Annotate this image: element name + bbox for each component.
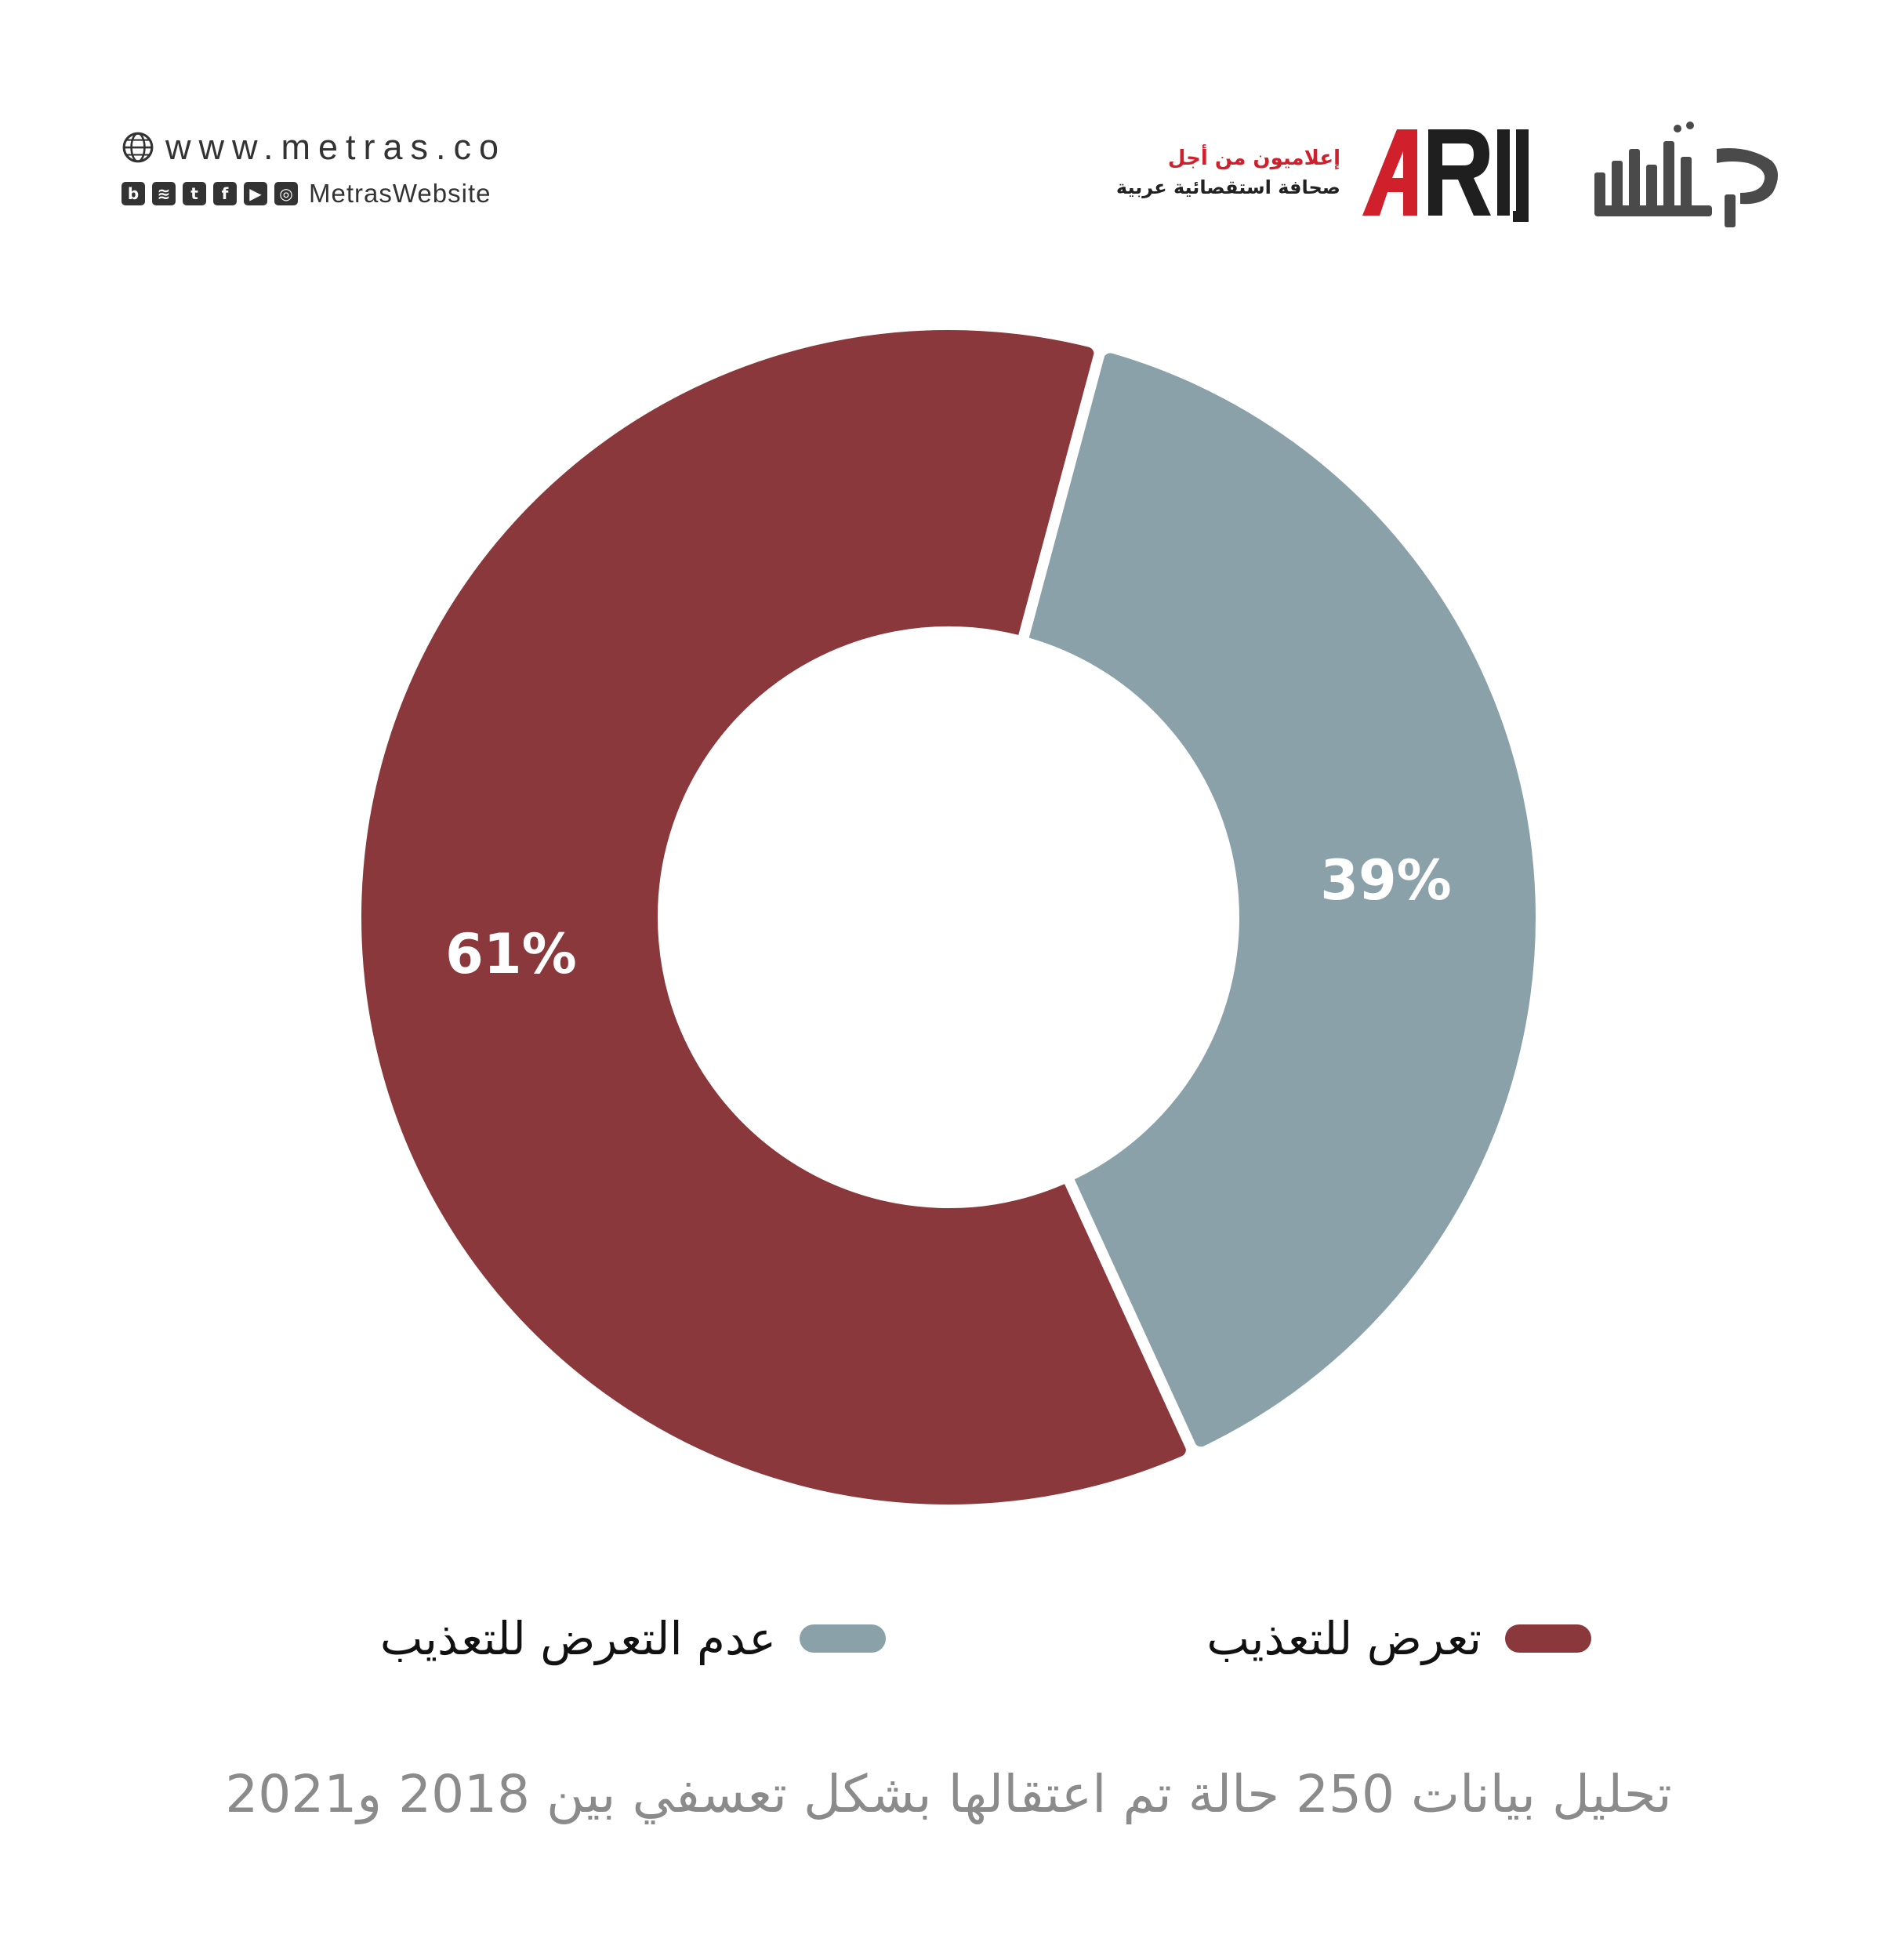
slice-label-tortured: 61% xyxy=(445,922,577,986)
arij-tagline: إعلاميون من أجل صحافة استقصائية عربية xyxy=(1116,143,1340,201)
youtube-icon[interactable]: ▶ xyxy=(244,182,267,205)
blogger-icon[interactable]: b xyxy=(122,182,145,205)
chart-subtitle: تحليل بيانات 250 حالة تم اعتقالها بشكل ت… xyxy=(225,1764,1672,1824)
arij-tagline-line2: صحافة استقصائية عربية xyxy=(1115,176,1340,198)
instagram-icon[interactable]: ◎ xyxy=(274,182,298,205)
arij-logo xyxy=(1362,129,1529,222)
website-row: www.metras.co xyxy=(122,125,506,169)
contact-info: www.metras.co b ≋ t f ▶ ◎ MetrasWebsite xyxy=(122,125,506,213)
twitter-icon[interactable]: t xyxy=(183,182,206,205)
legend-label-not-tortured: عدم التعرض للتعذيب xyxy=(379,1612,776,1665)
social-handle[interactable]: MetrasWebsite xyxy=(309,179,491,208)
legend-swatch-tortured xyxy=(1505,1624,1591,1653)
social-row: b ≋ t f ▶ ◎ MetrasWebsite xyxy=(122,174,506,213)
soundcloud-icon[interactable]: ≋ xyxy=(152,182,176,205)
logos: إعلاميون من أجل صحافة استقصائية عربية xyxy=(1116,118,1787,227)
slice-tortured xyxy=(361,330,1186,1504)
legend-item-not-tortured: عدم التعرض للتعذيب xyxy=(380,1607,886,1670)
slice-separator xyxy=(1064,1178,1202,1461)
metras-logo xyxy=(1594,122,1779,227)
slice-separator xyxy=(1018,340,1108,639)
chart-slices xyxy=(361,330,1536,1504)
facebook-icon[interactable]: f xyxy=(213,182,237,205)
legend-label-tortured: تعرض للتعذيب xyxy=(1206,1612,1482,1665)
website-link[interactable]: www.metras.co xyxy=(165,127,507,167)
social-icons: b ≋ t f ▶ ◎ xyxy=(122,182,298,205)
legend-item-tortured: تعرض للتعذيب xyxy=(1206,1607,1591,1670)
slice-label-not-tortured: 39% xyxy=(1320,848,1452,913)
legend-swatch-not-tortured xyxy=(800,1624,886,1653)
slice-not-tortured xyxy=(1025,353,1536,1447)
arij-tagline-line1: إعلاميون من أجل xyxy=(1167,147,1340,170)
globe-icon xyxy=(122,132,154,163)
